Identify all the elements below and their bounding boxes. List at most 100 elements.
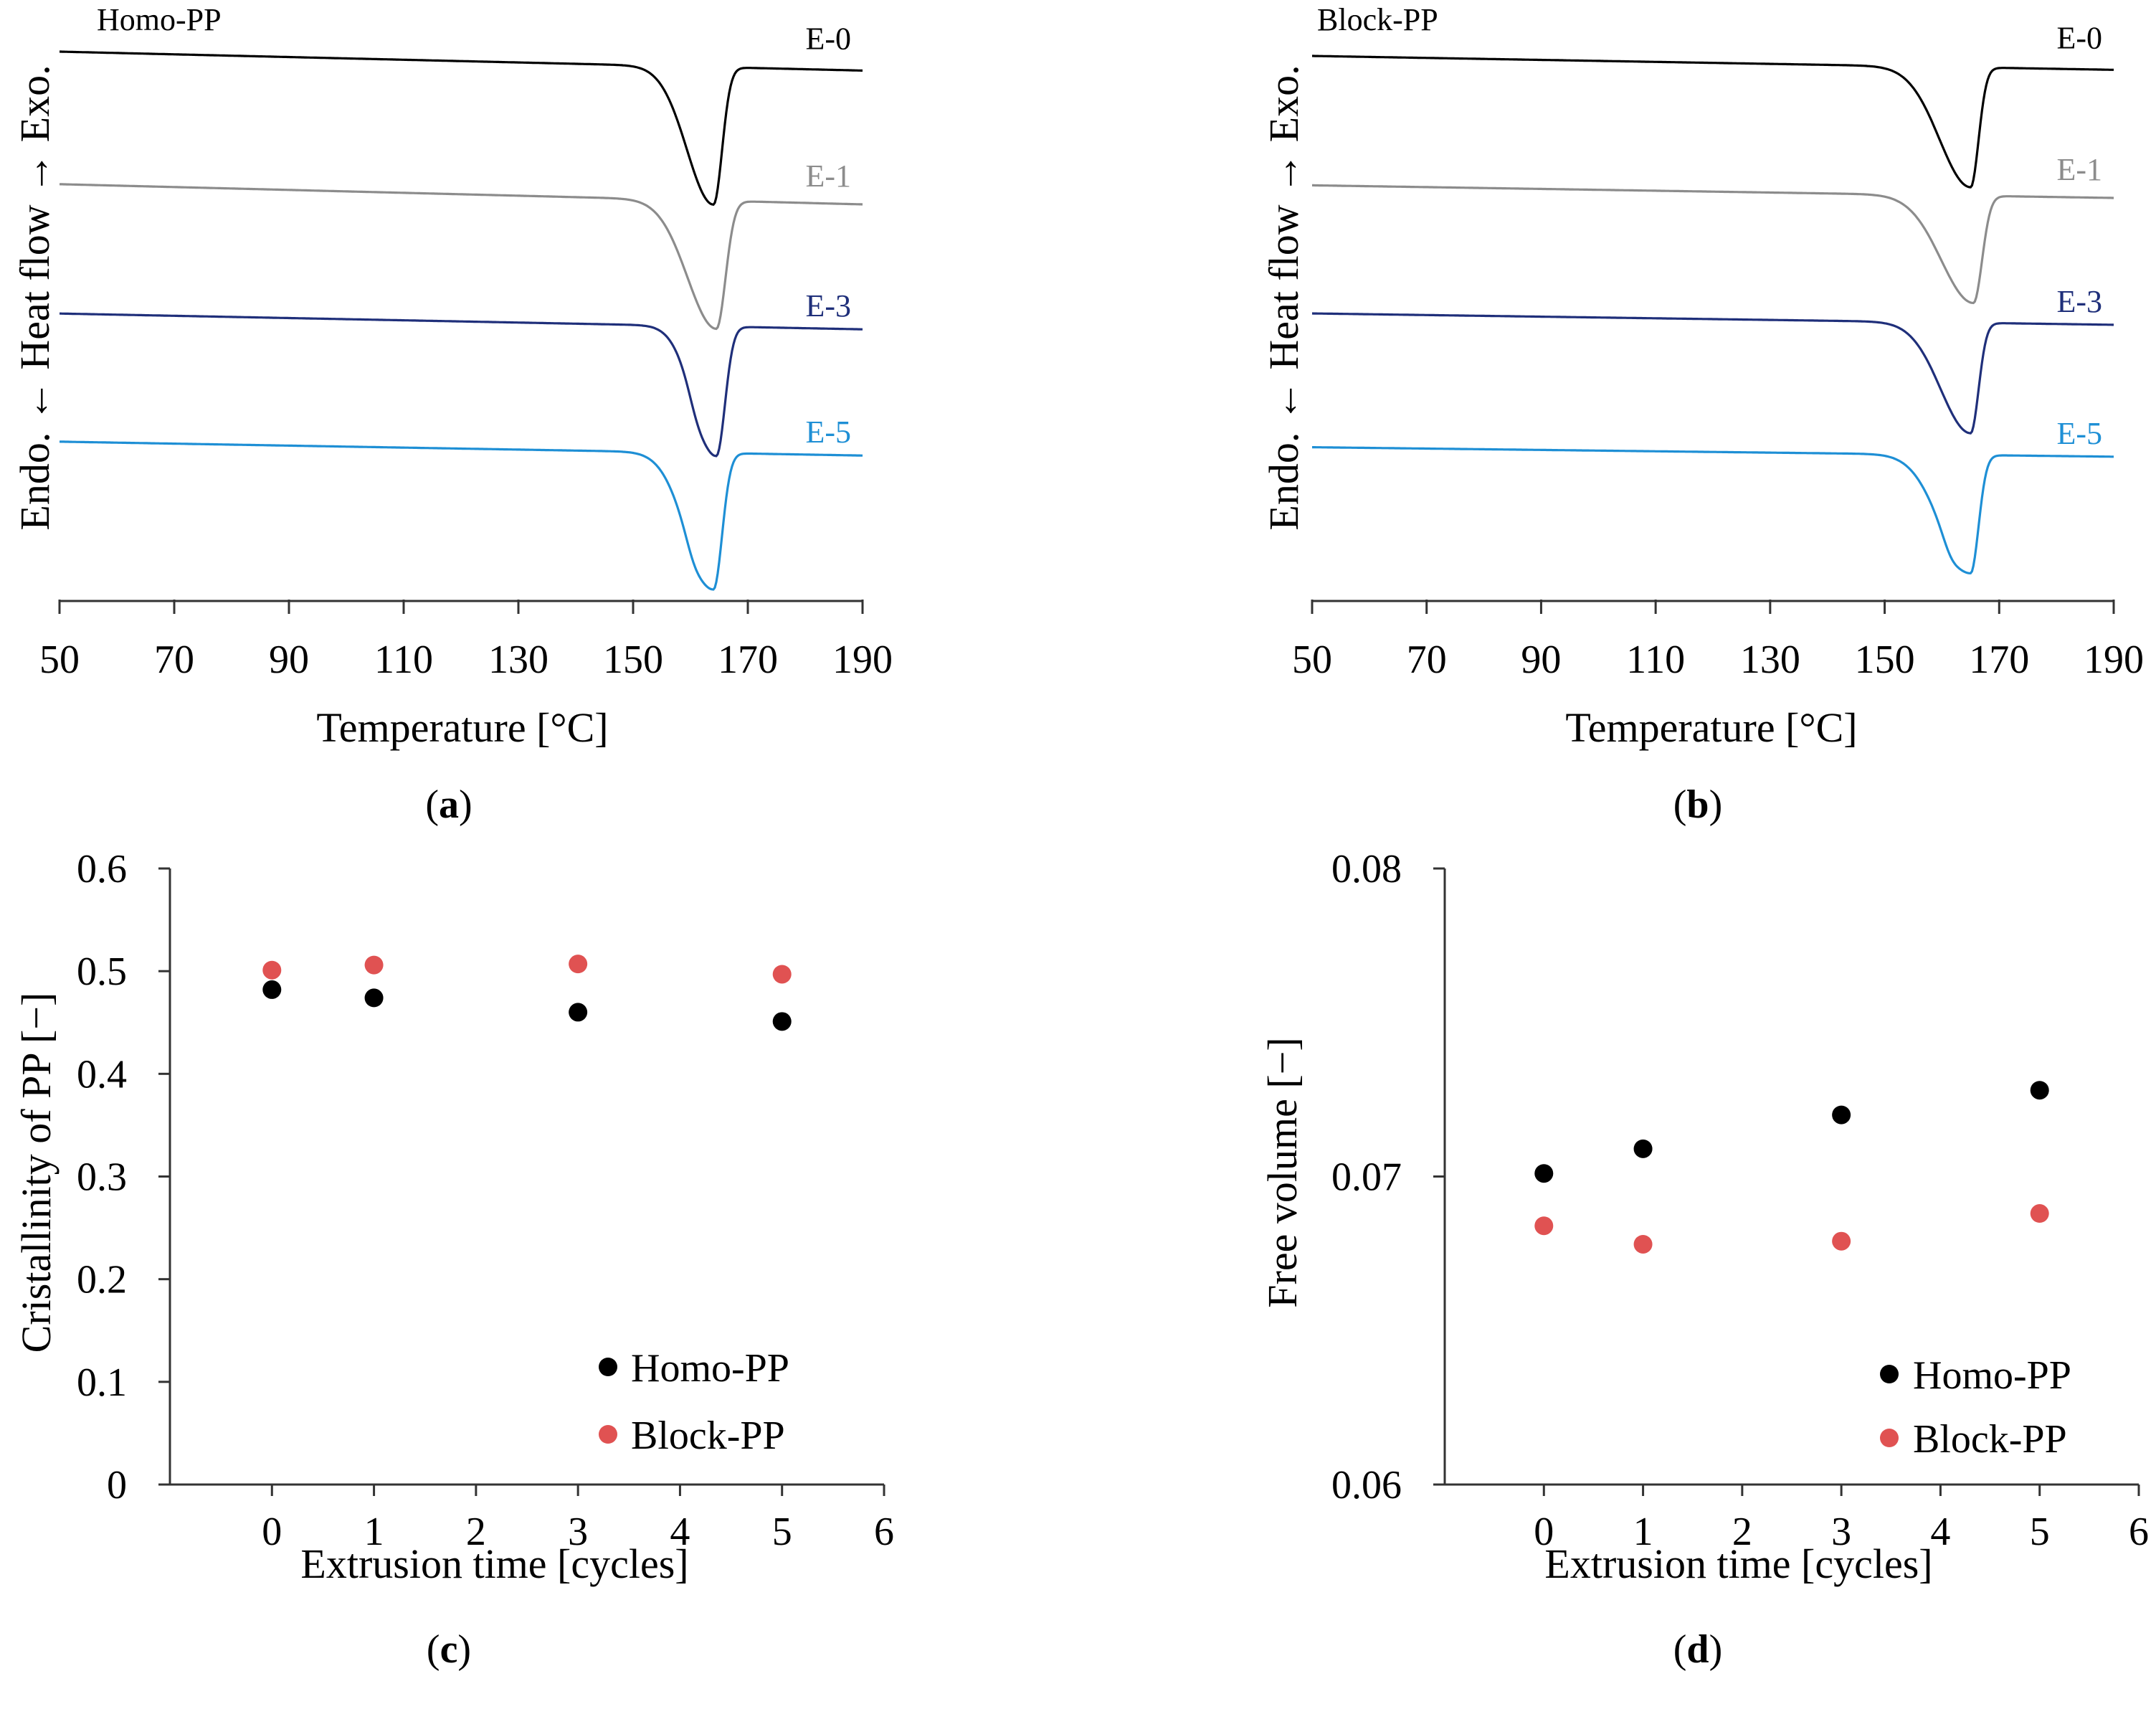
- curve-label-e-3: E-3: [2056, 284, 2102, 319]
- x-tick-label: 190: [2084, 638, 2144, 682]
- legend-label-block: Block-PP: [1913, 1417, 2067, 1462]
- panel-c-xlabel: Extrusion time [cycles]: [300, 1540, 688, 1587]
- panel-a: E-0 E-1 E-3 E-5 Homo-PP 50 70 90 110 130 150 170 1…: [11, 2, 893, 827]
- axes-free-volume: 0.06 0.07 0.08 0 1 2 3 4 5 6: [1331, 847, 2149, 1554]
- legend-marker-block: [1880, 1429, 1899, 1447]
- curve-label-e-1: E-1: [2056, 152, 2102, 187]
- x-tick-label: 4: [670, 1510, 690, 1554]
- curve-label-e-0: E-0: [2056, 20, 2102, 55]
- dsc-curve-e-1: [1312, 184, 2114, 305]
- x-tick-label: 4: [1930, 1510, 1950, 1554]
- x-tick-label: 70: [154, 638, 194, 682]
- panel-a-title: Homo-PP: [97, 2, 222, 37]
- legend-free-volume: Homo-PP Block-PP: [1880, 1353, 2071, 1462]
- caption-b-letter: b: [1686, 782, 1709, 827]
- curve-label-e-5: E-5: [2056, 416, 2102, 451]
- panel-b-title: Block-PP: [1317, 2, 1438, 37]
- point-homo-pp: [772, 1012, 792, 1031]
- x-tick-label: 150: [1855, 638, 1915, 682]
- x-tick-label: 5: [2030, 1510, 2050, 1554]
- x-tick-label: 170: [718, 638, 778, 682]
- point-homo-pp: [1633, 1139, 1653, 1158]
- legend-label-homo: Homo-PP: [1913, 1353, 2071, 1398]
- x-tick-label: 6: [2129, 1510, 2149, 1554]
- y-tick-label: 0.07: [1331, 1155, 1402, 1200]
- curve-labels-homo: E-0 E-1 E-3 E-5: [805, 21, 851, 450]
- x-tick-label: 2: [1732, 1510, 1752, 1554]
- points-free-volume: [1534, 1081, 2049, 1254]
- point-block-pp: [1832, 1231, 1851, 1251]
- x-tick-label: 170: [1969, 638, 2029, 682]
- point-homo-pp: [262, 980, 282, 999]
- x-tick-label: 130: [1740, 638, 1800, 682]
- x-tick-label: 6: [874, 1510, 894, 1554]
- x-tick-label: 50: [1292, 638, 1332, 682]
- panel-c-ylabel: Cristallinity of PP [−]: [13, 993, 60, 1353]
- point-homo-pp: [1534, 1164, 1554, 1183]
- dsc-curves-block: [1311, 55, 2114, 574]
- dsc-curve-e-3: [1311, 312, 2114, 435]
- x-tick-label: 2: [466, 1510, 486, 1554]
- curve-label-e-5: E-5: [805, 415, 851, 450]
- panel-b-ylabel: Endo. ← Heat flow → Exo.: [1260, 65, 1307, 530]
- x-tick-label: 90: [269, 638, 309, 682]
- y-tick-label: 0.3: [77, 1155, 127, 1200]
- dsc-curve-e-3: [60, 312, 863, 458]
- y-tick-label: 0.1: [77, 1360, 127, 1405]
- caption-a: (a): [425, 782, 472, 827]
- legend-label-block: Block-PP: [631, 1414, 785, 1458]
- point-homo-pp: [2030, 1081, 2049, 1100]
- panel-d-ylabel: Free volume [−]: [1259, 1037, 1306, 1307]
- dsc-curve-e-1: [59, 183, 863, 331]
- curve-labels-block: E-0 E-1 E-3 E-5: [2056, 20, 2102, 450]
- point-homo-pp: [364, 988, 384, 1008]
- caption-a-letter: a: [439, 782, 459, 827]
- dsc-curve-e-5: [1312, 446, 2114, 574]
- y-tick-label: 0: [107, 1463, 127, 1507]
- x-tick-label: 110: [374, 638, 433, 682]
- x-axis-block: 50 70 90 110 130 150 170 190: [1292, 600, 2144, 682]
- point-block-pp: [262, 960, 282, 980]
- x-tick-label: 0: [1534, 1510, 1554, 1554]
- x-tick-label: 1: [364, 1510, 384, 1554]
- points-crystallinity: [262, 955, 792, 1031]
- x-tick-label: 90: [1521, 638, 1561, 682]
- caption-c: (c): [427, 1627, 471, 1672]
- x-tick-label: 1: [1633, 1510, 1653, 1554]
- legend-label-homo: Homo-PP: [631, 1346, 789, 1391]
- y-tick-label: 0.4: [77, 1052, 127, 1097]
- legend-marker-block: [599, 1425, 617, 1444]
- point-block-pp: [364, 955, 384, 975]
- point-homo-pp: [1832, 1105, 1851, 1125]
- y-tick-label: 0.6: [77, 847, 127, 891]
- x-tick-label: 70: [1407, 638, 1447, 682]
- point-block-pp: [569, 955, 588, 974]
- point-block-pp: [772, 965, 792, 984]
- point-block-pp: [1633, 1234, 1653, 1254]
- legend-marker-homo: [599, 1358, 617, 1376]
- x-tick-label: 3: [568, 1510, 588, 1554]
- panel-d: 0.06 0.07 0.08 0 1 2 3 4 5 6 Extrusion time [cycl…: [1259, 847, 2149, 1672]
- panel-d-xlabel: Extrusion time [cycles]: [1544, 1540, 1932, 1587]
- panel-b-xlabel: Temperature [°C]: [1565, 704, 1857, 751]
- x-tick-label: 130: [488, 638, 549, 682]
- x-tick-label: 3: [1831, 1510, 1851, 1554]
- y-tick-label: 0.5: [77, 950, 127, 994]
- legend-marker-homo: [1880, 1365, 1899, 1383]
- panel-a-xlabel: Temperature [°C]: [316, 704, 608, 751]
- dsc-curve-e-5: [59, 440, 863, 591]
- point-block-pp: [1534, 1216, 1554, 1236]
- caption-d: (d): [1673, 1627, 1722, 1672]
- dsc-curves-homo: [59, 50, 863, 591]
- curve-label-e-1: E-1: [805, 158, 851, 194]
- panel-c: 0 0.1 0.2 0.3 0.4 0.5 0.6 0 1 2 3 4 5 6 Extrusion tim…: [13, 847, 894, 1672]
- curve-label-e-0: E-0: [805, 21, 851, 56]
- x-tick-label: 150: [603, 638, 663, 682]
- x-tick-label: 110: [1626, 638, 1685, 682]
- dsc-curve-e-0: [1312, 55, 2114, 189]
- x-tick-label: 0: [262, 1510, 282, 1554]
- legend-crystallinity: Homo-PP Block-PP: [599, 1346, 789, 1458]
- y-tick-label: 0.06: [1331, 1463, 1402, 1507]
- point-homo-pp: [569, 1003, 588, 1022]
